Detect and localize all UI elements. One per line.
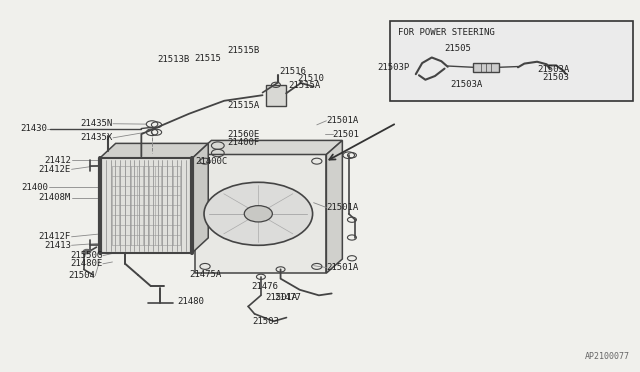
Bar	[390, 21, 633, 101]
Text: 21412: 21412	[44, 155, 71, 164]
Text: 21435N: 21435N	[80, 119, 113, 128]
Text: 21550G: 21550G	[70, 251, 103, 260]
Bar	[266, 85, 286, 106]
Text: 21503P: 21503P	[377, 63, 410, 72]
Text: 21504: 21504	[68, 271, 95, 280]
Text: 21505: 21505	[444, 44, 471, 53]
Text: 21515A: 21515A	[288, 81, 320, 90]
Text: 21476: 21476	[251, 282, 278, 291]
Polygon shape	[195, 140, 342, 154]
Circle shape	[83, 249, 91, 254]
Text: 21501: 21501	[333, 129, 360, 139]
Text: 21516: 21516	[279, 67, 306, 76]
Text: 21503: 21503	[542, 73, 569, 82]
Text: 21412E: 21412E	[38, 165, 71, 174]
Text: 21501A: 21501A	[326, 203, 358, 212]
Bar	[195, 154, 326, 273]
FancyBboxPatch shape	[100, 158, 192, 253]
Circle shape	[204, 182, 312, 245]
Polygon shape	[326, 140, 342, 273]
Text: 21501A: 21501A	[326, 263, 358, 272]
Polygon shape	[100, 143, 208, 158]
Text: 21515: 21515	[195, 54, 221, 62]
Polygon shape	[192, 143, 208, 253]
Text: 21480: 21480	[177, 297, 204, 306]
Text: 21480E: 21480E	[70, 259, 103, 268]
Text: 21400C: 21400C	[195, 157, 228, 166]
Text: 21408M: 21408M	[38, 193, 71, 202]
Text: 21501A: 21501A	[266, 294, 298, 302]
Text: 21501A: 21501A	[326, 116, 358, 125]
Text: 21430: 21430	[20, 124, 47, 133]
Text: 21400: 21400	[22, 183, 49, 192]
Text: 21400F: 21400F	[227, 138, 260, 147]
Text: FOR POWER STEERING: FOR POWER STEERING	[398, 28, 495, 37]
Circle shape	[244, 206, 273, 222]
Text: 21477: 21477	[275, 293, 301, 302]
Text: 21513B: 21513B	[157, 55, 189, 64]
Text: 21435X: 21435X	[80, 133, 113, 142]
Text: 21510: 21510	[298, 74, 324, 83]
Text: 21475A: 21475A	[189, 270, 221, 279]
Text: 21515A: 21515A	[227, 101, 260, 110]
Text: 21503: 21503	[252, 317, 279, 326]
Text: 21413: 21413	[44, 241, 71, 250]
Text: AP2100077: AP2100077	[585, 352, 630, 361]
Text: 21515B: 21515B	[227, 46, 259, 55]
Text: 21560E: 21560E	[227, 130, 260, 140]
Text: 21412F: 21412F	[38, 232, 71, 241]
Text: 21503A: 21503A	[537, 65, 570, 74]
Text: 21503A: 21503A	[451, 80, 483, 89]
Bar	[473, 63, 499, 72]
